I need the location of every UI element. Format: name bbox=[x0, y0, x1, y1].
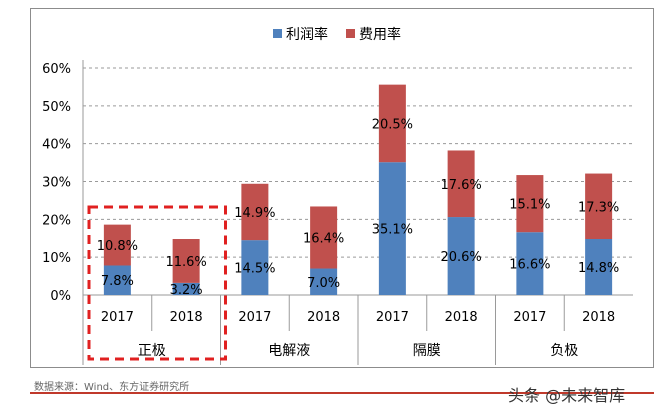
watermark: 头条 @未来智库 bbox=[508, 386, 626, 405]
x-tick-label: 2017 bbox=[238, 310, 271, 325]
bar-segment-profit bbox=[447, 217, 475, 295]
bar-segment-expense bbox=[241, 183, 269, 241]
x-tick-label: 2017 bbox=[376, 310, 409, 325]
bar-segment-expense bbox=[447, 150, 475, 218]
y-tick-label: 50% bbox=[42, 100, 71, 115]
x-tick-label: 2017 bbox=[101, 310, 134, 325]
data-label-profit: 7.8% bbox=[101, 274, 134, 289]
data-label-expense: 10.8% bbox=[97, 239, 138, 254]
data-label-profit: 14.5% bbox=[234, 262, 275, 277]
bar-segment-expense bbox=[310, 206, 338, 269]
bar-segment-profit bbox=[172, 282, 200, 295]
data-label-expense: 17.6% bbox=[440, 178, 481, 193]
bar-segment-expense bbox=[378, 84, 406, 163]
bar-segment-expense bbox=[516, 175, 544, 233]
data-label-expense: 14.9% bbox=[234, 206, 275, 221]
data-label-expense: 17.3% bbox=[578, 200, 619, 215]
bar-segment-expense bbox=[172, 239, 200, 283]
data-label-profit: 16.6% bbox=[509, 258, 550, 273]
bar-segment-profit bbox=[378, 162, 406, 295]
x-group-label: 负极 bbox=[550, 343, 578, 359]
x-group-label: 正极 bbox=[138, 343, 166, 359]
legend-label: 利润率 bbox=[286, 26, 328, 43]
x-group-label: 电解液 bbox=[268, 343, 310, 359]
y-tick-label: 30% bbox=[42, 176, 71, 191]
data-label-expense: 20.5% bbox=[372, 117, 413, 132]
data-label-expense: 11.6% bbox=[165, 255, 206, 270]
data-label-profit: 20.6% bbox=[440, 250, 481, 265]
data-label-profit: 3.2% bbox=[170, 283, 203, 298]
source-note: 数据来源：Wind、东方证券研究所 bbox=[34, 382, 190, 393]
x-tick-label: 2017 bbox=[513, 310, 546, 325]
y-tick-label: 0% bbox=[50, 289, 71, 304]
highlight-box bbox=[87, 205, 227, 361]
data-label-expense: 15.1% bbox=[509, 198, 550, 213]
x-tick-label: 2018 bbox=[307, 310, 340, 325]
bar-segment-expense bbox=[585, 173, 613, 240]
bar-segment-profit bbox=[310, 268, 338, 295]
data-label-profit: 7.0% bbox=[307, 276, 340, 291]
bar-segment-expense bbox=[103, 224, 131, 266]
bar-segment-profit bbox=[103, 265, 131, 295]
footer-rule bbox=[30, 392, 654, 394]
bar-segment-profit bbox=[516, 232, 544, 295]
x-group-label: 隔膜 bbox=[413, 343, 441, 359]
x-tick-label: 2018 bbox=[582, 310, 615, 325]
data-label-profit: 14.8% bbox=[578, 261, 619, 276]
legend-swatch bbox=[273, 29, 282, 38]
y-tick-label: 20% bbox=[42, 213, 71, 228]
legend-swatch bbox=[346, 29, 355, 38]
legend-label: 费用率 bbox=[359, 26, 401, 43]
bar-segment-profit bbox=[241, 240, 269, 295]
chart: 0% 10% 20% 30% 40% 50% 60% 7.8% 10.8% 2017 3.2% 11.… bbox=[42, 26, 633, 365]
data-label-expense: 16.4% bbox=[303, 231, 344, 246]
x-tick-label: 2018 bbox=[170, 310, 203, 325]
data-label-profit: 35.1% bbox=[372, 223, 413, 238]
bar-segment-profit bbox=[585, 239, 613, 295]
y-tick-label: 60% bbox=[42, 62, 71, 77]
y-tick-label: 10% bbox=[42, 251, 71, 266]
x-tick-label: 2018 bbox=[445, 310, 478, 325]
chart-frame: 0% 10% 20% 30% 40% 50% 60% 7.8% 10.8% 2017 3.2% 11.… bbox=[30, 8, 654, 368]
y-tick-label: 40% bbox=[42, 138, 71, 153]
